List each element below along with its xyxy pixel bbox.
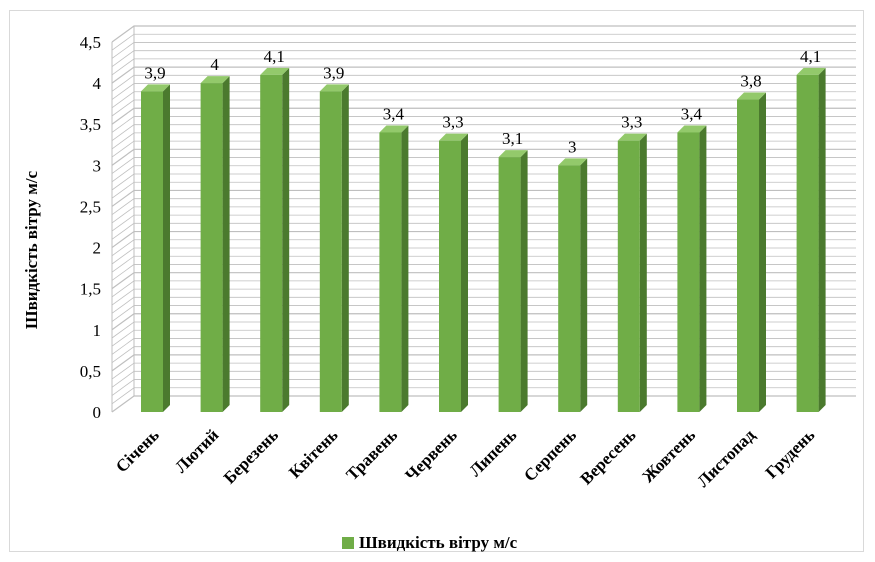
bar: [677, 132, 700, 412]
bar: [141, 91, 163, 412]
data-labels: 3,9 4 4,1 3,9 3,4 3,3 3,1 3 3,3 3,4 3,8 4,1: [144, 47, 821, 156]
bar: [379, 132, 402, 412]
bar: [200, 83, 223, 412]
legend: Швидкість вітру м/с: [342, 533, 518, 552]
y-axis-ticks: 0 0,5 1 1,5 2 2,5 3 3,5 4 4,5: [80, 33, 102, 422]
bar: [439, 140, 461, 412]
y-tick-label: 1: [93, 321, 102, 340]
bar-side: [818, 67, 826, 412]
bar: [796, 74, 819, 412]
data-label: 3,3: [442, 113, 463, 132]
bar-top: [617, 133, 647, 141]
y-tick-label: 3: [93, 156, 102, 175]
bar-side: [341, 84, 349, 412]
x-tick-label: Квітень: [285, 425, 342, 482]
x-tick-label: Липень: [466, 425, 521, 480]
legend-swatch: [342, 537, 354, 549]
bar-top: [796, 67, 826, 75]
bar-top: [558, 158, 588, 166]
y-tick-label: 1,5: [80, 280, 101, 299]
bar-top: [319, 84, 349, 92]
bar-side: [520, 150, 528, 412]
bar: [498, 157, 521, 412]
bar-side: [461, 133, 468, 412]
y-tick-label: 4,5: [80, 33, 101, 52]
x-tick-label: Листопад: [693, 425, 759, 491]
x-tick-label: Жовтень: [638, 425, 699, 486]
bar-side: [759, 92, 766, 413]
bar-top: [200, 76, 230, 84]
data-label: 3,9: [144, 63, 165, 82]
x-tick-label: Червень: [401, 425, 460, 484]
x-tick-label: Травень: [342, 425, 401, 484]
y-tick-label: 2: [93, 239, 102, 258]
bar-side: [580, 158, 588, 412]
bar-top: [677, 125, 707, 133]
bar-top: [439, 133, 468, 141]
bar-side: [699, 125, 707, 412]
bar-top: [498, 150, 528, 158]
x-tick-label: Вересень: [577, 425, 640, 488]
y-tick-label: 0,5: [80, 362, 101, 381]
data-label: 3,4: [383, 104, 405, 123]
data-label: 4: [210, 55, 219, 74]
data-label: 4,1: [264, 47, 285, 66]
bar-top: [379, 125, 409, 133]
y-tick-label: 0: [93, 403, 102, 422]
x-tick-label: Грудень: [762, 425, 819, 482]
y-axis-label: Швидкість вітру м/с: [22, 170, 41, 329]
data-label: 3,1: [502, 129, 523, 148]
bar-top: [141, 84, 170, 92]
bar: [737, 99, 759, 413]
x-tick-label: Серпень: [520, 425, 580, 485]
bar-side: [222, 76, 230, 412]
bar-side: [282, 67, 290, 412]
x-tick-label: Січень: [112, 425, 163, 476]
data-label: 4,1: [800, 47, 821, 66]
legend-label: Швидкість вітру м/с: [359, 533, 518, 552]
x-tick-label: Березень: [220, 425, 282, 487]
data-label: 3,4: [681, 104, 703, 123]
bar: [617, 140, 640, 412]
bar-top: [737, 92, 766, 100]
y-tick-label: 3,5: [80, 115, 101, 134]
bar: [319, 91, 342, 412]
bar: [558, 165, 581, 412]
y-tick-label: 2,5: [80, 197, 101, 216]
bar-side: [639, 133, 647, 412]
bar-top: [260, 67, 290, 75]
bar-side: [163, 84, 170, 412]
data-label: 3,3: [621, 113, 642, 132]
y-tick-label: 4: [93, 74, 102, 93]
data-label: 3,8: [740, 72, 761, 91]
bars: [141, 67, 826, 413]
data-label: 3,9: [323, 63, 344, 82]
x-tick-label: Лютий: [171, 425, 222, 476]
gridlines: [111, 25, 856, 413]
bar: [260, 74, 283, 412]
data-label: 3: [568, 137, 577, 156]
bar-side: [401, 125, 409, 412]
